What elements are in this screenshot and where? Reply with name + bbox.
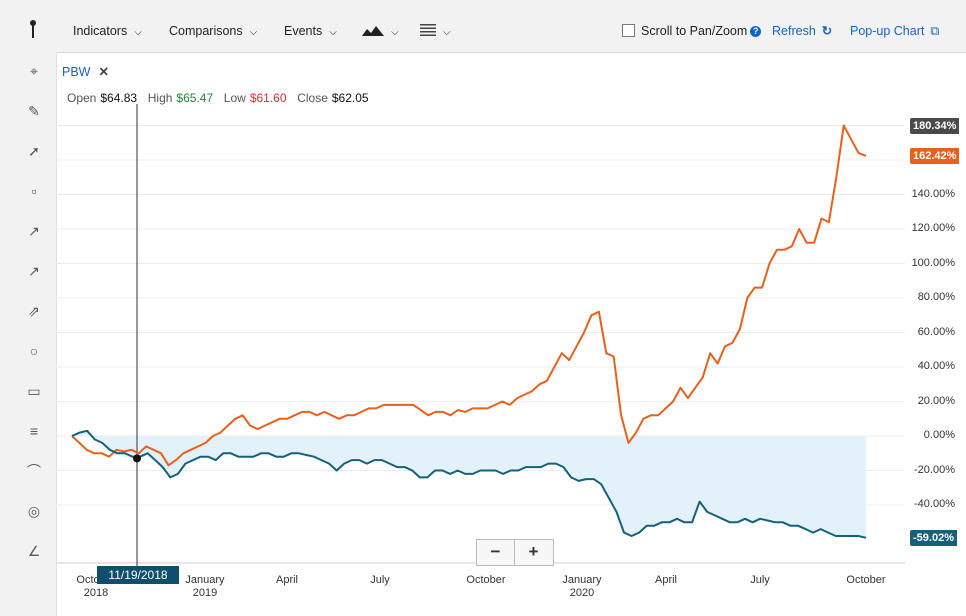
y-tick-label: 40.00% xyxy=(917,360,955,372)
open-label: Open xyxy=(67,91,97,105)
x-tick-label: July xyxy=(750,574,770,586)
y-tick-label: 100.00% xyxy=(911,256,955,269)
x-tick-label: January 2020 xyxy=(562,574,602,599)
popup-label: Pop-up Chart xyxy=(850,24,925,38)
arc-tool-icon[interactable]: ⌒ xyxy=(27,463,41,479)
y-tick-label: 80.00% xyxy=(917,291,955,303)
fibonacci-tool-icon[interactable]: ≡ xyxy=(29,423,39,439)
value-flag: -59.02% xyxy=(910,529,957,546)
open-value: $64.83 xyxy=(100,91,138,105)
zoom-in-button[interactable]: + xyxy=(528,542,539,561)
high-label: High xyxy=(147,91,173,105)
spiral-tool-icon[interactable]: ◎ xyxy=(27,503,41,519)
settings-menu[interactable]: ⌵ xyxy=(420,0,451,52)
symbol-label: PBW xyxy=(62,65,91,79)
help-icon[interactable]: ? xyxy=(750,26,762,37)
x-tick-label: October xyxy=(466,574,506,586)
popup-icon: ⧉ xyxy=(930,24,940,38)
lines-icon xyxy=(420,24,436,36)
horizontal-line-tool-icon[interactable]: ▫ xyxy=(31,183,37,199)
y-tick-label: 60.00% xyxy=(917,325,955,338)
high-value: $65.47 xyxy=(176,91,214,105)
y-tick-label: 0.00% xyxy=(923,429,955,441)
indicators-label: Indicators xyxy=(73,24,128,38)
circle-tool-icon[interactable]: ○ xyxy=(29,343,39,359)
pin-stem xyxy=(32,24,34,38)
y-tick-label: 120.00% xyxy=(911,222,955,234)
chevron-down-icon: ⌵ xyxy=(443,27,451,38)
scroll-checkbox[interactable] xyxy=(622,24,635,37)
symbol-tab[interactable]: PBW ✕ xyxy=(62,64,109,79)
indicators-menu[interactable]: Indicators ⌵ xyxy=(73,0,142,52)
series-line-orange xyxy=(71,124,867,467)
events-menu[interactable]: Events ⌵ xyxy=(284,0,337,52)
comparisons-label: Comparisons xyxy=(169,24,243,38)
y-tick-label: 140.00% xyxy=(911,187,955,200)
close-icon[interactable]: ✕ xyxy=(98,65,109,79)
value-flag: 162.42% xyxy=(910,148,960,164)
ray-tool-icon[interactable]: ↗ xyxy=(28,223,40,239)
refresh-button[interactable]: Refresh ↻ xyxy=(772,0,832,52)
toolbar: Indicators ⌵ Comparisons ⌵ Events ⌵ ⌵ ⌵ Scr… xyxy=(0,0,966,53)
zoom-control: − + xyxy=(476,539,554,566)
x-tick-label: October xyxy=(846,574,886,586)
low-value: $61.60 xyxy=(249,91,287,105)
pin-icon[interactable] xyxy=(30,20,36,26)
y-tick-label: 20.00% xyxy=(917,394,955,407)
ohlc-readout: Open $64.83 High $65.47 Low $61.60 Close $62… xyxy=(67,91,373,105)
crosshair-marker xyxy=(133,454,141,463)
scroll-label: Scroll to Pan/Zoom xyxy=(641,24,748,38)
close-label: Close xyxy=(297,91,328,105)
arrow-tool-icon[interactable]: ↗ xyxy=(28,263,40,279)
refresh-label: Refresh xyxy=(772,24,816,38)
y-tick-label: -40.00% xyxy=(914,498,955,510)
x-tick-label: July xyxy=(370,574,390,586)
chevron-down-icon: ⌵ xyxy=(249,27,258,38)
crosshair-date: 11/19/2018 xyxy=(97,566,179,584)
x-tick-label: April xyxy=(275,574,298,586)
mountain-chart-icon xyxy=(362,26,384,36)
chevron-down-icon: ⌵ xyxy=(391,27,399,38)
zoom-out-button[interactable]: − xyxy=(477,540,515,565)
crosshair-tool-icon[interactable]: ⌖ xyxy=(30,63,38,79)
refresh-icon: ↻ xyxy=(821,24,833,38)
line-tool-icon[interactable]: ➚ xyxy=(28,143,40,159)
gann-tool-icon[interactable]: ∠ xyxy=(27,543,41,559)
rectangle-tool-icon[interactable]: ▭ xyxy=(27,383,41,399)
value-flag: 180.34% xyxy=(910,118,960,134)
low-label: Low xyxy=(223,91,246,105)
events-label: Events xyxy=(284,24,323,38)
x-tick-label: January 2019 xyxy=(185,574,225,599)
series-line-teal xyxy=(71,429,867,539)
chart-type-menu[interactable]: ⌵ xyxy=(362,0,399,52)
channel-tool-icon[interactable]: ⇗ xyxy=(28,303,40,319)
annotation-tool-icon[interactable]: ✎ xyxy=(28,103,40,119)
y-tick-label: -20.00% xyxy=(914,463,955,476)
chevron-down-icon: ⌵ xyxy=(329,27,337,38)
comparisons-menu[interactable]: Comparisons ⌵ xyxy=(169,0,257,52)
x-tick-label: April xyxy=(654,574,677,586)
scroll-toggle[interactable]: Scroll to Pan/Zoom? xyxy=(622,0,762,52)
drawing-tools-sidebar: ⌖ ✎ ➚ ▫ ↗ ↗ ⇗ ○ ▭ ≡ ⌒ ◎ ∠ xyxy=(0,52,57,616)
popup-chart-button[interactable]: Pop-up Chart ⧉ xyxy=(850,0,939,52)
series-fill-area xyxy=(72,430,866,538)
chevron-down-icon: ⌵ xyxy=(134,27,142,38)
close-value: $62.05 xyxy=(331,91,369,105)
